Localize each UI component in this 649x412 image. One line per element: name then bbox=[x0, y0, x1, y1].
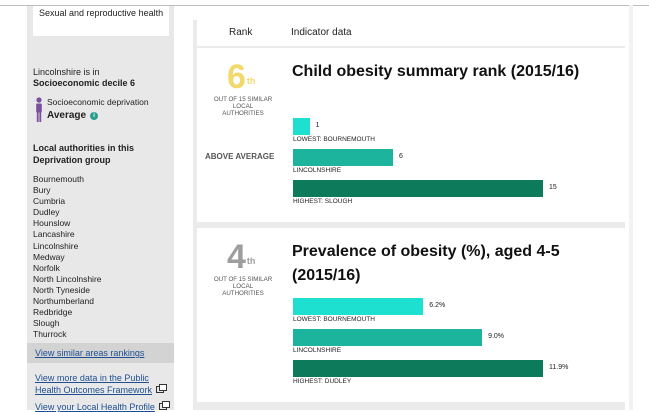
list-item: Bournemouth bbox=[33, 174, 85, 184]
list-item: Medway bbox=[33, 251, 65, 262]
bar-label: LOWEST: BOURNEMOUTH bbox=[293, 136, 375, 143]
profile-link[interactable]: View your Local Health Profile bbox=[35, 401, 170, 412]
bar bbox=[293, 118, 310, 135]
bar-value: 6 bbox=[399, 153, 403, 160]
list-item: North Tyneside bbox=[33, 284, 91, 295]
bar-value: 15 bbox=[549, 184, 557, 191]
list-item: Lincolnshire bbox=[33, 240, 79, 251]
decile-line2: Socioeconomic decile 6 bbox=[33, 78, 136, 88]
view-similar-button[interactable]: View similar areas rankings bbox=[27, 343, 174, 363]
bar-value: 6.2% bbox=[429, 302, 446, 309]
authority-list: Bournemouth Bury Cumbria Dudley Hounslow Lanc… bbox=[33, 174, 102, 340]
rank-number: 6th bbox=[227, 60, 255, 102]
bar-value: 11.9% bbox=[549, 364, 569, 371]
list-item: Bury bbox=[33, 185, 51, 196]
indicator-header: Indicator data bbox=[291, 27, 352, 38]
list-item: Slough bbox=[33, 318, 60, 329]
rank-value: 6 bbox=[227, 58, 246, 96]
sidebar: Sexual and reproductive health Lincolnsh… bbox=[27, 6, 174, 410]
bar bbox=[293, 329, 483, 346]
bar-label: HIGHEST: SLOUGH bbox=[293, 198, 353, 205]
indicator-title[interactable]: Prevalence of obesity (%), aged 4-5 (201… bbox=[292, 243, 560, 284]
bar bbox=[293, 180, 543, 197]
bar-label: LOWEST: BOURNEMOUTH bbox=[293, 316, 375, 323]
rank-subtext: OUT OF 15 SIMILAR LOCAL AUTHORITIES bbox=[213, 276, 273, 297]
bar-label: LINCOLNSHIRE bbox=[293, 167, 342, 174]
external-link-icon bbox=[158, 401, 170, 410]
bar bbox=[293, 360, 543, 377]
top-divider bbox=[0, 5, 649, 6]
bar-label: LINCOLNSHIRE bbox=[293, 347, 342, 354]
rank-suffix: th bbox=[246, 256, 256, 266]
more-data-link[interactable]: View more data in the Public Health Outc… bbox=[35, 372, 175, 396]
decile-line1: Lincolnshire is in bbox=[33, 67, 100, 77]
list-item: North Lincolnshire bbox=[33, 273, 102, 284]
bar-label: HIGHEST: DUDLEY bbox=[293, 378, 352, 385]
bar bbox=[293, 149, 393, 166]
indicator-title[interactable]: Child obesity summary rank (2015/16) bbox=[292, 63, 580, 80]
rank-header: Rank bbox=[229, 27, 253, 38]
rank-value: 4 bbox=[227, 238, 246, 276]
list-item: Dudley bbox=[33, 207, 60, 218]
list-item: Hounslow bbox=[33, 218, 71, 229]
external-link-icon bbox=[156, 384, 168, 393]
scrollbar[interactable] bbox=[629, 5, 633, 410]
indicator-card-1: 6th OUT OF 15 SIMILAR LOCAL AUTHORITIES … bbox=[197, 48, 625, 222]
list-item: Cumbria bbox=[33, 196, 66, 207]
bar-value: 1 bbox=[315, 122, 320, 129]
list-item: Northumberland bbox=[33, 296, 94, 307]
deprivation-value-text: Average bbox=[47, 110, 87, 121]
topic-selected[interactable]: Sexual and reproductive health bbox=[33, 6, 169, 36]
rank-band: ABOVE AVERAGE bbox=[205, 152, 275, 161]
rank-subtext: OUT OF 15 SIMILAR LOCAL AUTHORITIES bbox=[213, 96, 273, 117]
decile-info: Lincolnshire is in Socioeconomic decile … bbox=[33, 67, 169, 89]
indicator-card-2: 4th OUT OF 15 SIMILAR LOCAL AUTHORITIES … bbox=[197, 228, 625, 402]
list-item: Thurrock bbox=[33, 329, 67, 340]
bar-value: 9.0% bbox=[488, 333, 505, 340]
la-heading: Local authorities in this Deprivation gr… bbox=[33, 143, 135, 165]
list-item: Norfolk bbox=[33, 262, 60, 273]
deprivation-label: Socioeconomic deprivation bbox=[47, 97, 149, 107]
bar bbox=[293, 298, 424, 315]
info-icon[interactable]: i bbox=[90, 112, 99, 120]
rank-suffix: th bbox=[246, 76, 256, 86]
person-icon bbox=[36, 97, 42, 122]
table-header: Rank Indicator data bbox=[197, 20, 625, 46]
list-item: Redbridge bbox=[33, 307, 73, 318]
more-data-link-text[interactable]: View more data in the Public Health Outc… bbox=[35, 373, 153, 395]
rank-number: 4th bbox=[227, 240, 255, 282]
deprivation-value: Average i bbox=[47, 110, 99, 121]
list-item: Lancashire bbox=[33, 229, 75, 240]
view-similar-link[interactable]: View similar areas rankings bbox=[35, 348, 145, 358]
profile-link-text[interactable]: View your Local Health Profile bbox=[35, 402, 155, 412]
